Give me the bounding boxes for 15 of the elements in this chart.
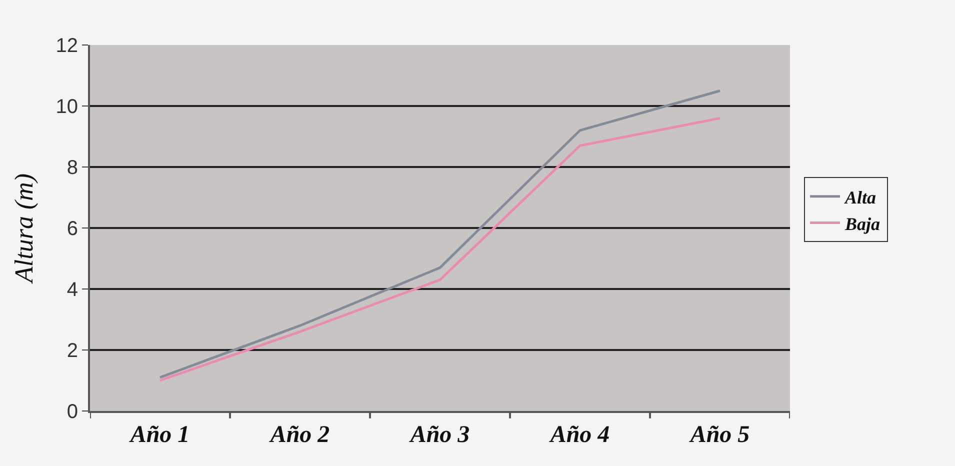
y-tick-label: 4: [66, 279, 78, 301]
y-tick-label: 8: [66, 157, 78, 179]
y-tick-label: 2: [66, 340, 78, 362]
y-tick-label: 12: [56, 35, 78, 57]
legend-label: Alta: [844, 187, 876, 208]
legend-label: Baja: [844, 214, 880, 234]
y-tick-label: 10: [56, 96, 78, 118]
x-tick-label: Año 2: [268, 422, 330, 448]
y-tick-label: 0: [66, 401, 78, 423]
x-tick-label: Año 4: [548, 422, 610, 448]
x-tick-label: Año 3: [408, 422, 470, 448]
y-tick-label: 6: [66, 218, 78, 240]
x-tick-label: Año 5: [688, 422, 750, 448]
x-tick-label: Año 1: [128, 422, 190, 448]
y-axis-title: Altura (m): [10, 173, 39, 285]
